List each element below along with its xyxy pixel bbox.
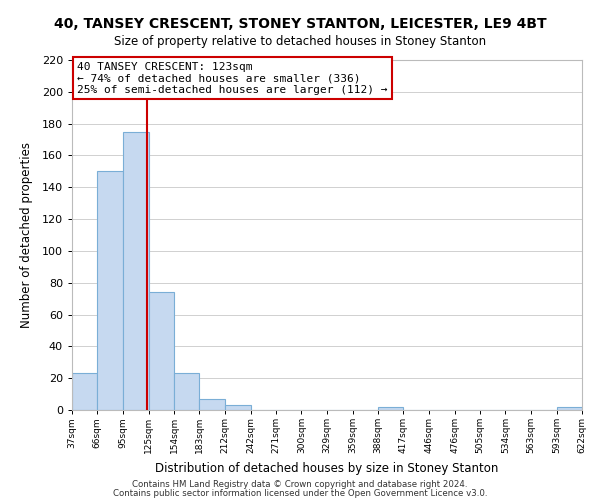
X-axis label: Distribution of detached houses by size in Stoney Stanton: Distribution of detached houses by size … bbox=[155, 462, 499, 474]
Y-axis label: Number of detached properties: Number of detached properties bbox=[20, 142, 34, 328]
Bar bbox=[122, 132, 149, 410]
Bar bbox=[174, 374, 199, 410]
Text: Size of property relative to detached houses in Stoney Stanton: Size of property relative to detached ho… bbox=[114, 35, 486, 48]
Bar bbox=[378, 407, 403, 410]
Text: 40 TANSEY CRESCENT: 123sqm
← 74% of detached houses are smaller (336)
25% of sem: 40 TANSEY CRESCENT: 123sqm ← 74% of deta… bbox=[77, 62, 388, 95]
Text: 40, TANSEY CRESCENT, STONEY STANTON, LEICESTER, LE9 4BT: 40, TANSEY CRESCENT, STONEY STANTON, LEI… bbox=[53, 18, 547, 32]
Bar bbox=[224, 405, 251, 410]
Bar bbox=[557, 407, 582, 410]
Bar bbox=[97, 172, 122, 410]
Bar bbox=[149, 292, 174, 410]
Text: Contains public sector information licensed under the Open Government Licence v3: Contains public sector information licen… bbox=[113, 490, 487, 498]
Bar bbox=[199, 399, 224, 410]
Text: Contains HM Land Registry data © Crown copyright and database right 2024.: Contains HM Land Registry data © Crown c… bbox=[132, 480, 468, 489]
Bar bbox=[72, 374, 97, 410]
